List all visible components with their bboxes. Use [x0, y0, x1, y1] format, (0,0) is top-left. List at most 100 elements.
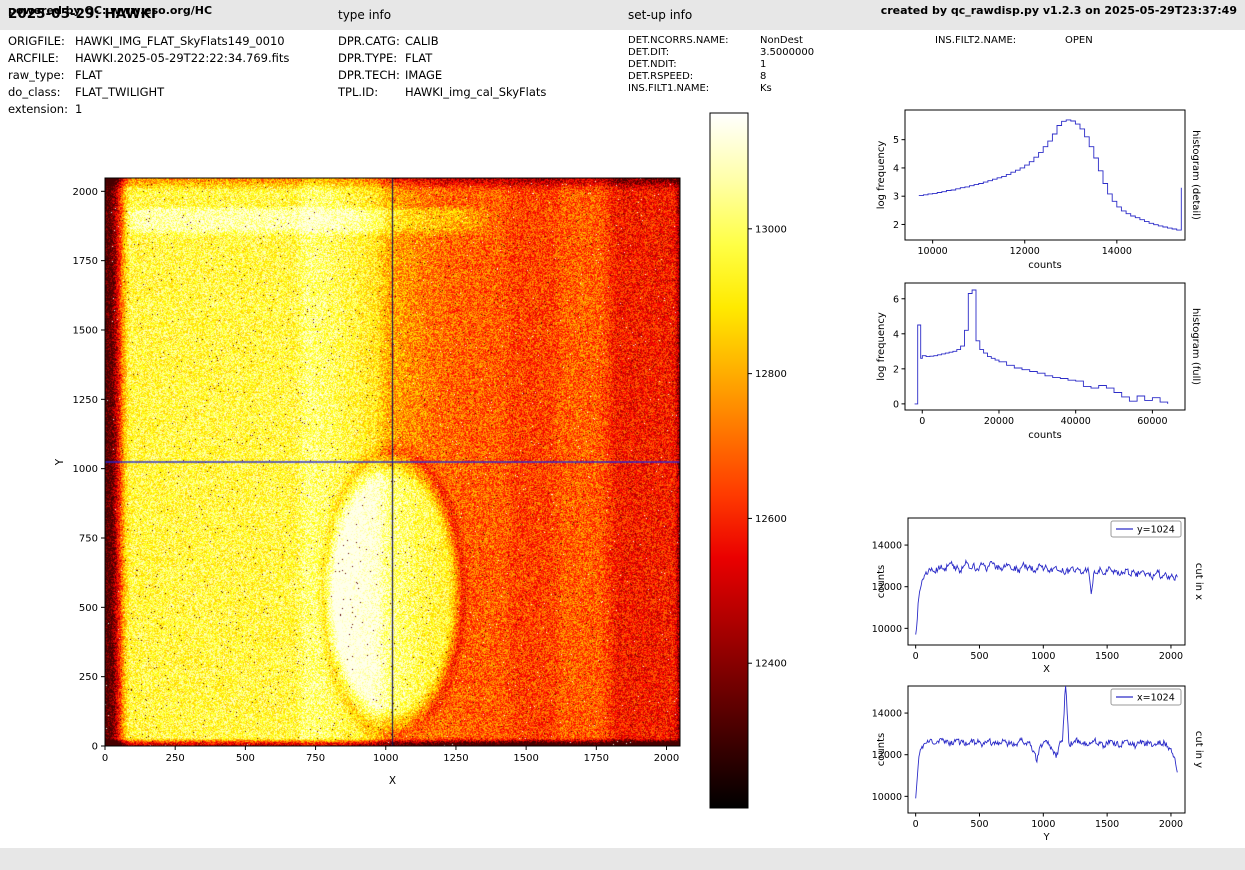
y-tick-label: 2000	[73, 187, 98, 198]
tpl-id-label: TPL.ID:	[338, 84, 405, 101]
setup-info-list: DET.NCORRS.NAME:NonDestDET.DIT:3.5000000…	[628, 35, 814, 95]
det-ncorrs-name-value: NonDest	[760, 35, 803, 47]
histogram_full-y-tick-label: 2	[893, 364, 899, 375]
histogram_full-x-tick-label: 20000	[984, 416, 1014, 427]
histogram_detail-x-tick-label: 14000	[1102, 246, 1132, 257]
dpr-type-label: DPR.TYPE:	[338, 50, 405, 67]
cut_in_y-y-tick-label: 10000	[872, 792, 902, 803]
colorbar-tick-label: 12800	[755, 369, 787, 380]
histogram_detail-y-tick-label: 2	[893, 220, 899, 231]
type-info-heading: type info	[338, 8, 391, 22]
meta-row: extension:1	[8, 101, 289, 118]
detector-image	[105, 178, 680, 746]
meta-row: TPL.ID:HAWKI_img_cal_SkyFlats	[338, 84, 546, 101]
meta-row: do_class:FLAT_TWILIGHT	[8, 84, 289, 101]
x-axis-label: X	[389, 775, 396, 787]
histogram_detail-x-tick-label: 10000	[918, 246, 948, 257]
dpr-type-value: FLAT	[405, 50, 432, 67]
raw-type-value: FLAT	[75, 67, 102, 84]
ins-filt1-name-value: Ks	[760, 83, 772, 95]
y-tick-label: 750	[79, 533, 98, 544]
histogram_full-x-tick-label: 40000	[1061, 416, 1091, 427]
dpr-catg-label: DPR.CATG:	[338, 33, 405, 50]
histogram_full-axes	[905, 283, 1185, 410]
det-ndit-label: DET.NDIT:	[628, 59, 760, 71]
histogram_detail-x-tick-label: 12000	[1010, 246, 1040, 257]
extension-label: extension:	[8, 101, 75, 118]
cut_in_x-series	[916, 561, 1178, 635]
dpr-tech-label: DPR.TECH:	[338, 67, 405, 84]
meta-row: DPR.TYPE:FLAT	[338, 50, 546, 67]
cut_in_y-x-tick-label: 2000	[1159, 819, 1183, 830]
origfile-value: HAWKI_IMG_FLAT_SkyFlats149_0010	[75, 33, 285, 50]
colorbar	[710, 113, 748, 808]
ins-filt1-name-label: INS.FILT1.NAME:	[628, 83, 760, 95]
meta-row: INS.FILT2.NAME:OPEN	[935, 35, 1093, 47]
cut_in_x-axes	[908, 518, 1185, 645]
y-tick-label: 1000	[73, 464, 98, 475]
cut_in_x-y-tick-label: 14000	[872, 541, 902, 552]
cut_in_y-right-label: cut in y	[1193, 731, 1204, 768]
x-tick-label: 1750	[584, 753, 609, 764]
histogram_detail-y-tick-label: 3	[893, 192, 899, 203]
setup-info-heading: set-up info	[628, 8, 692, 22]
cut_in_x-x-tick-label: 1500	[1095, 651, 1119, 662]
meta-row: DET.NDIT:1	[628, 59, 814, 71]
cut_in_y-x-tick-label: 0	[913, 819, 919, 830]
origfile-label: ORIGFILE:	[8, 33, 75, 50]
y-axis-label: Y	[54, 458, 66, 466]
colorbar-tick-label: 12400	[755, 659, 787, 670]
histogram_detail-right-label: histogram (detail)	[1190, 130, 1201, 220]
histogram_detail-ylabel: log frequency	[876, 141, 887, 210]
det-ncorrs-name-label: DET.NCORRS.NAME:	[628, 35, 760, 47]
x-tick-label: 1000	[373, 753, 398, 764]
x-tick-label: 750	[306, 753, 325, 764]
x-tick-label: 0	[102, 753, 108, 764]
y-tick-label: 0	[92, 742, 98, 753]
y-tick-label: 1250	[73, 395, 98, 406]
do-class-label: do_class:	[8, 84, 75, 101]
footer-created-by: created by qc_rawdisp.py v1.2.3 on 2025-…	[881, 4, 1237, 17]
histogram_full-series	[915, 290, 1168, 404]
x-tick-label: 500	[236, 753, 255, 764]
det-rspeed-value: 8	[760, 71, 766, 83]
cut_in_y-x-tick-label: 1000	[1031, 819, 1055, 830]
cut_in_x-xlabel: X	[1043, 664, 1050, 675]
cut_in_y-y-tick-label: 12000	[872, 750, 902, 761]
cut_in_y-ylabel: counts	[876, 733, 887, 766]
meta-row: INS.FILT1.NAME:Ks	[628, 83, 814, 95]
cut_in_x-legend-box	[1111, 521, 1181, 537]
histogram_full-y-tick-label: 6	[893, 294, 899, 305]
histogram_detail-y-tick-label: 4	[893, 163, 899, 174]
colorbar-tick-label: 13000	[755, 224, 787, 235]
histogram_full-y-tick-label: 4	[893, 329, 899, 340]
cut_in_y-legend-label: x=1024	[1137, 693, 1175, 704]
x-tick-label: 1500	[513, 753, 538, 764]
x-tick-label: 250	[166, 753, 185, 764]
arcfile-label: ARCFILE:	[8, 50, 75, 67]
det-dit-label: DET.DIT:	[628, 47, 760, 59]
det-dit-value: 3.5000000	[760, 47, 814, 59]
cut_in_x-x-tick-label: 2000	[1159, 651, 1183, 662]
meta-row: raw_type:FLAT	[8, 67, 289, 84]
meta-row: DPR.CATG:CALIB	[338, 33, 546, 50]
histogram_full-right-label: histogram (full)	[1190, 308, 1201, 385]
cut_in_y-x-tick-label: 1500	[1095, 819, 1119, 830]
histogram_full-x-tick-label: 0	[919, 416, 925, 427]
file-metadata-list: ORIGFILE:HAWKI_IMG_FLAT_SkyFlats149_0010…	[8, 33, 289, 118]
det-rspeed-label: DET.RSPEED:	[628, 71, 760, 83]
raw-type-label: raw_type:	[8, 67, 75, 84]
x-tick-label: 1250	[443, 753, 468, 764]
cut_in_y-legend-box	[1111, 689, 1181, 705]
meta-row: ARCFILE:HAWKI.2025-05-29T22:22:34.769.fi…	[8, 50, 289, 67]
y-tick-label: 250	[79, 672, 98, 683]
y-tick-label: 1500	[73, 325, 98, 336]
y-tick-label: 1750	[73, 256, 98, 267]
cut_in_x-y-tick-label: 12000	[872, 582, 902, 593]
dpr-tech-value: IMAGE	[405, 67, 442, 84]
histogram_full-x-tick-label: 60000	[1137, 416, 1167, 427]
histogram_detail-series	[919, 120, 1182, 230]
histogram_detail-y-tick-label: 5	[893, 135, 899, 146]
cut_in_x-x-tick-label: 500	[970, 651, 988, 662]
histogram_full-y-tick-label: 0	[893, 399, 899, 410]
